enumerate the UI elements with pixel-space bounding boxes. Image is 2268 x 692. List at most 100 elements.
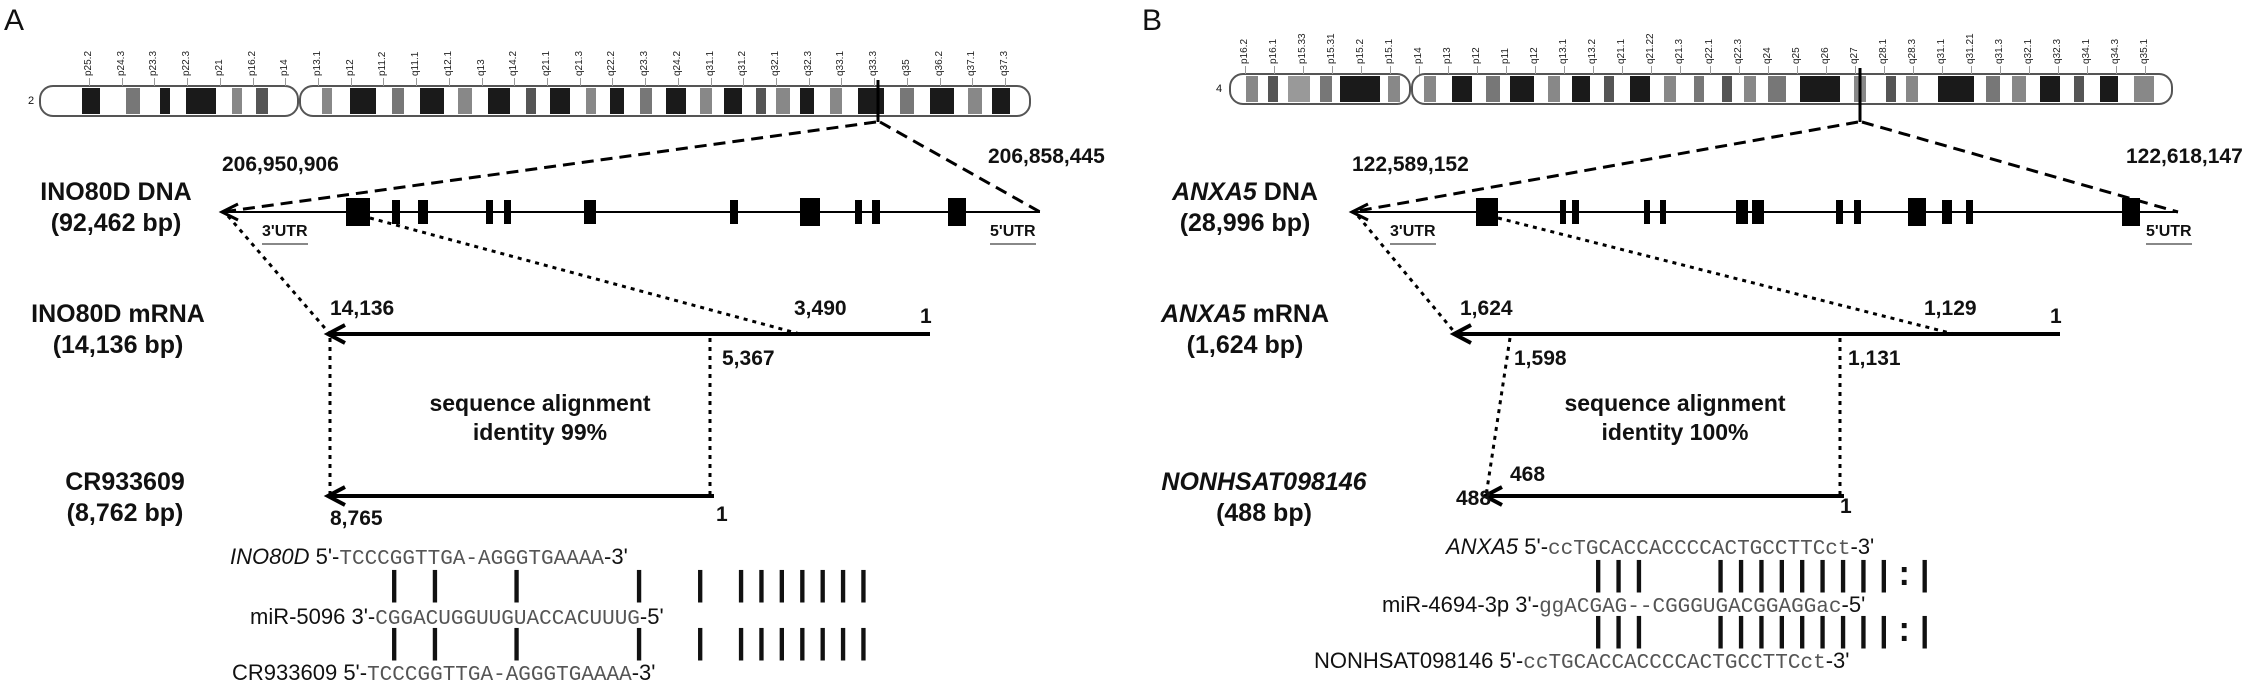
band-label: p14 — [1413, 47, 1425, 64]
band-label: p12 — [1471, 47, 1483, 64]
mrna-name: INO80D mRNA — [31, 300, 205, 328]
seq-prefix: 3'- — [1515, 592, 1540, 617]
band-label: p11.2 — [377, 51, 389, 76]
lnc-end-coord: 1 — [716, 503, 728, 526]
band-tick — [1005, 78, 1006, 86]
band-tick — [219, 78, 221, 86]
mrna-name: ANXA5 mRNA — [1152, 302, 1338, 327]
band-label: q31.2 — [737, 50, 749, 76]
mrna-end-coord: 1 — [920, 305, 932, 328]
seq-suffix: -3' — [1850, 534, 1875, 559]
mrna-mid-coord: 3,490 — [794, 297, 847, 320]
band-tick — [1709, 66, 1711, 74]
band-label: q31.1 — [704, 50, 716, 76]
lnc-end-coord: 1 — [1840, 495, 1852, 518]
seq-prefix: 3'- — [351, 604, 376, 629]
seq-row-gene: ANXA5 5'-ccTGCACCACCCCACTGCCTTCct-3' — [1446, 534, 1875, 561]
seq-prefix: 5'- — [315, 544, 340, 569]
band-tick — [1535, 66, 1537, 74]
lnc-length: (488 bp) — [1216, 499, 1312, 527]
band-label: p12 — [344, 59, 356, 76]
alignment-line1: sequence alignment — [429, 390, 651, 416]
band-tick — [710, 78, 712, 86]
band-tick — [1796, 66, 1798, 74]
band-label: p16.1 — [1268, 38, 1280, 64]
mrna-word: mRNA — [1245, 300, 1330, 328]
band-tick — [2115, 66, 2117, 74]
band-tick — [579, 78, 581, 86]
seq-label: NONHSAT098146 — [1314, 648, 1494, 673]
utr5-label: 5'UTR — [2146, 224, 2192, 245]
lnc-name: NONHSAT098146 — [1161, 468, 1367, 496]
band-label: p15.31 — [1326, 33, 1338, 64]
band-label: q33.1 — [835, 50, 847, 76]
seq-row-lnc: CR933609 5'-TCCCGGTTGA-AGGGTGAAAA-3' — [232, 660, 656, 687]
seq-row-mirna: miR-4694-3p 3'-ggACGAG--CGGGUGACGGAGGac-… — [1382, 592, 1865, 619]
band-label: q21.3 — [573, 50, 585, 76]
band-label: p15.2 — [1355, 38, 1367, 64]
dna-name: ANXA5 DNA — [1160, 180, 1330, 205]
band-label: q33.3 — [868, 50, 880, 76]
band-tick — [1767, 66, 1769, 74]
band-label: q35 — [900, 59, 912, 76]
band-label: p15.33 — [1297, 33, 1309, 64]
alignment-text: sequence alignment identity 99% — [420, 392, 660, 444]
seq-label: INO80D — [230, 544, 310, 569]
coord-left: 122,589,152 — [1352, 153, 1469, 176]
band-tick — [1361, 66, 1363, 74]
band-label: p22.3 — [181, 50, 193, 76]
band-tick — [1390, 66, 1392, 74]
band-tick — [1477, 66, 1479, 74]
alignment-line2: identity 99% — [472, 419, 608, 445]
mrna-length: (1,624 bp) — [1186, 331, 1304, 359]
band-tick — [841, 78, 843, 86]
band-tick — [2057, 66, 2059, 74]
band-label: q34.3 — [2109, 38, 2121, 64]
band-tick — [677, 78, 679, 86]
band-tick — [1999, 66, 2001, 74]
band-label: q21.3 — [1674, 38, 1686, 64]
chromosome-ideogram — [39, 80, 1031, 122]
band-label: q32.3 — [802, 50, 814, 76]
band-label: q22.3 — [1732, 38, 1744, 64]
band-label: q37.1 — [966, 50, 978, 76]
band-label: p14 — [279, 59, 291, 76]
lnc-label: CR933609 (8,762 bp) — [40, 470, 210, 526]
band-label: q22.2 — [606, 50, 618, 76]
band-label: q28.3 — [1906, 38, 1918, 64]
seq-label: CR933609 — [232, 660, 338, 685]
band-label: q25 — [1790, 47, 1802, 64]
band-tick — [1883, 66, 1885, 74]
utr5-label: 5'UTR — [990, 224, 1036, 245]
seq-suffix: -5' — [639, 604, 664, 629]
band-tick — [1564, 66, 1566, 74]
lnc-length: (8,762 bp) — [66, 499, 184, 527]
lnc-start-coord: 488 — [1456, 487, 1492, 510]
band-tick — [1593, 66, 1595, 74]
band-tick — [1941, 66, 1943, 74]
mrna-end-coord: 1 — [2050, 305, 2062, 328]
band-label: q21.1 — [1616, 38, 1628, 64]
band-label: p11 — [1500, 48, 1512, 64]
panel-a: A 2 p25.2 p24.3 p23.3 p22.3 p21 p16.2 p14 p13.1… — [4, 4, 1105, 687]
band-tick — [416, 78, 418, 86]
band-tick — [285, 78, 287, 86]
mrna-mid-coord: 1,129 — [1924, 297, 1977, 320]
band-tick — [318, 78, 319, 86]
band-tick — [1825, 66, 1827, 74]
dna-length: (92,462 bp) — [50, 209, 182, 237]
mrna-start-coord: 14,136 — [330, 297, 395, 320]
base-pairs-top: | | | | | ||||||| — [384, 568, 874, 606]
band-tick — [2145, 66, 2146, 74]
band-tick — [1651, 66, 1653, 74]
band-label: q12 — [1529, 47, 1541, 64]
band-tick — [1854, 66, 1856, 74]
seq-row-mirna: miR-5096 3'-CGGACUGGUUGUACCACUUUG-5' — [250, 604, 664, 631]
panel-letter: A — [4, 4, 25, 37]
band-label: q21.22 — [1645, 33, 1657, 64]
mrna-length: (14,136 bp) — [52, 331, 184, 359]
band-tick — [1622, 66, 1624, 74]
utr3-label: 3'UTR — [1390, 224, 1436, 245]
seq-text: ggACGAG--CGGGUGACGGAGGac — [1539, 596, 1842, 619]
seq-text: TCCCGGTTGA-AGGGTGAAAA — [339, 548, 605, 571]
